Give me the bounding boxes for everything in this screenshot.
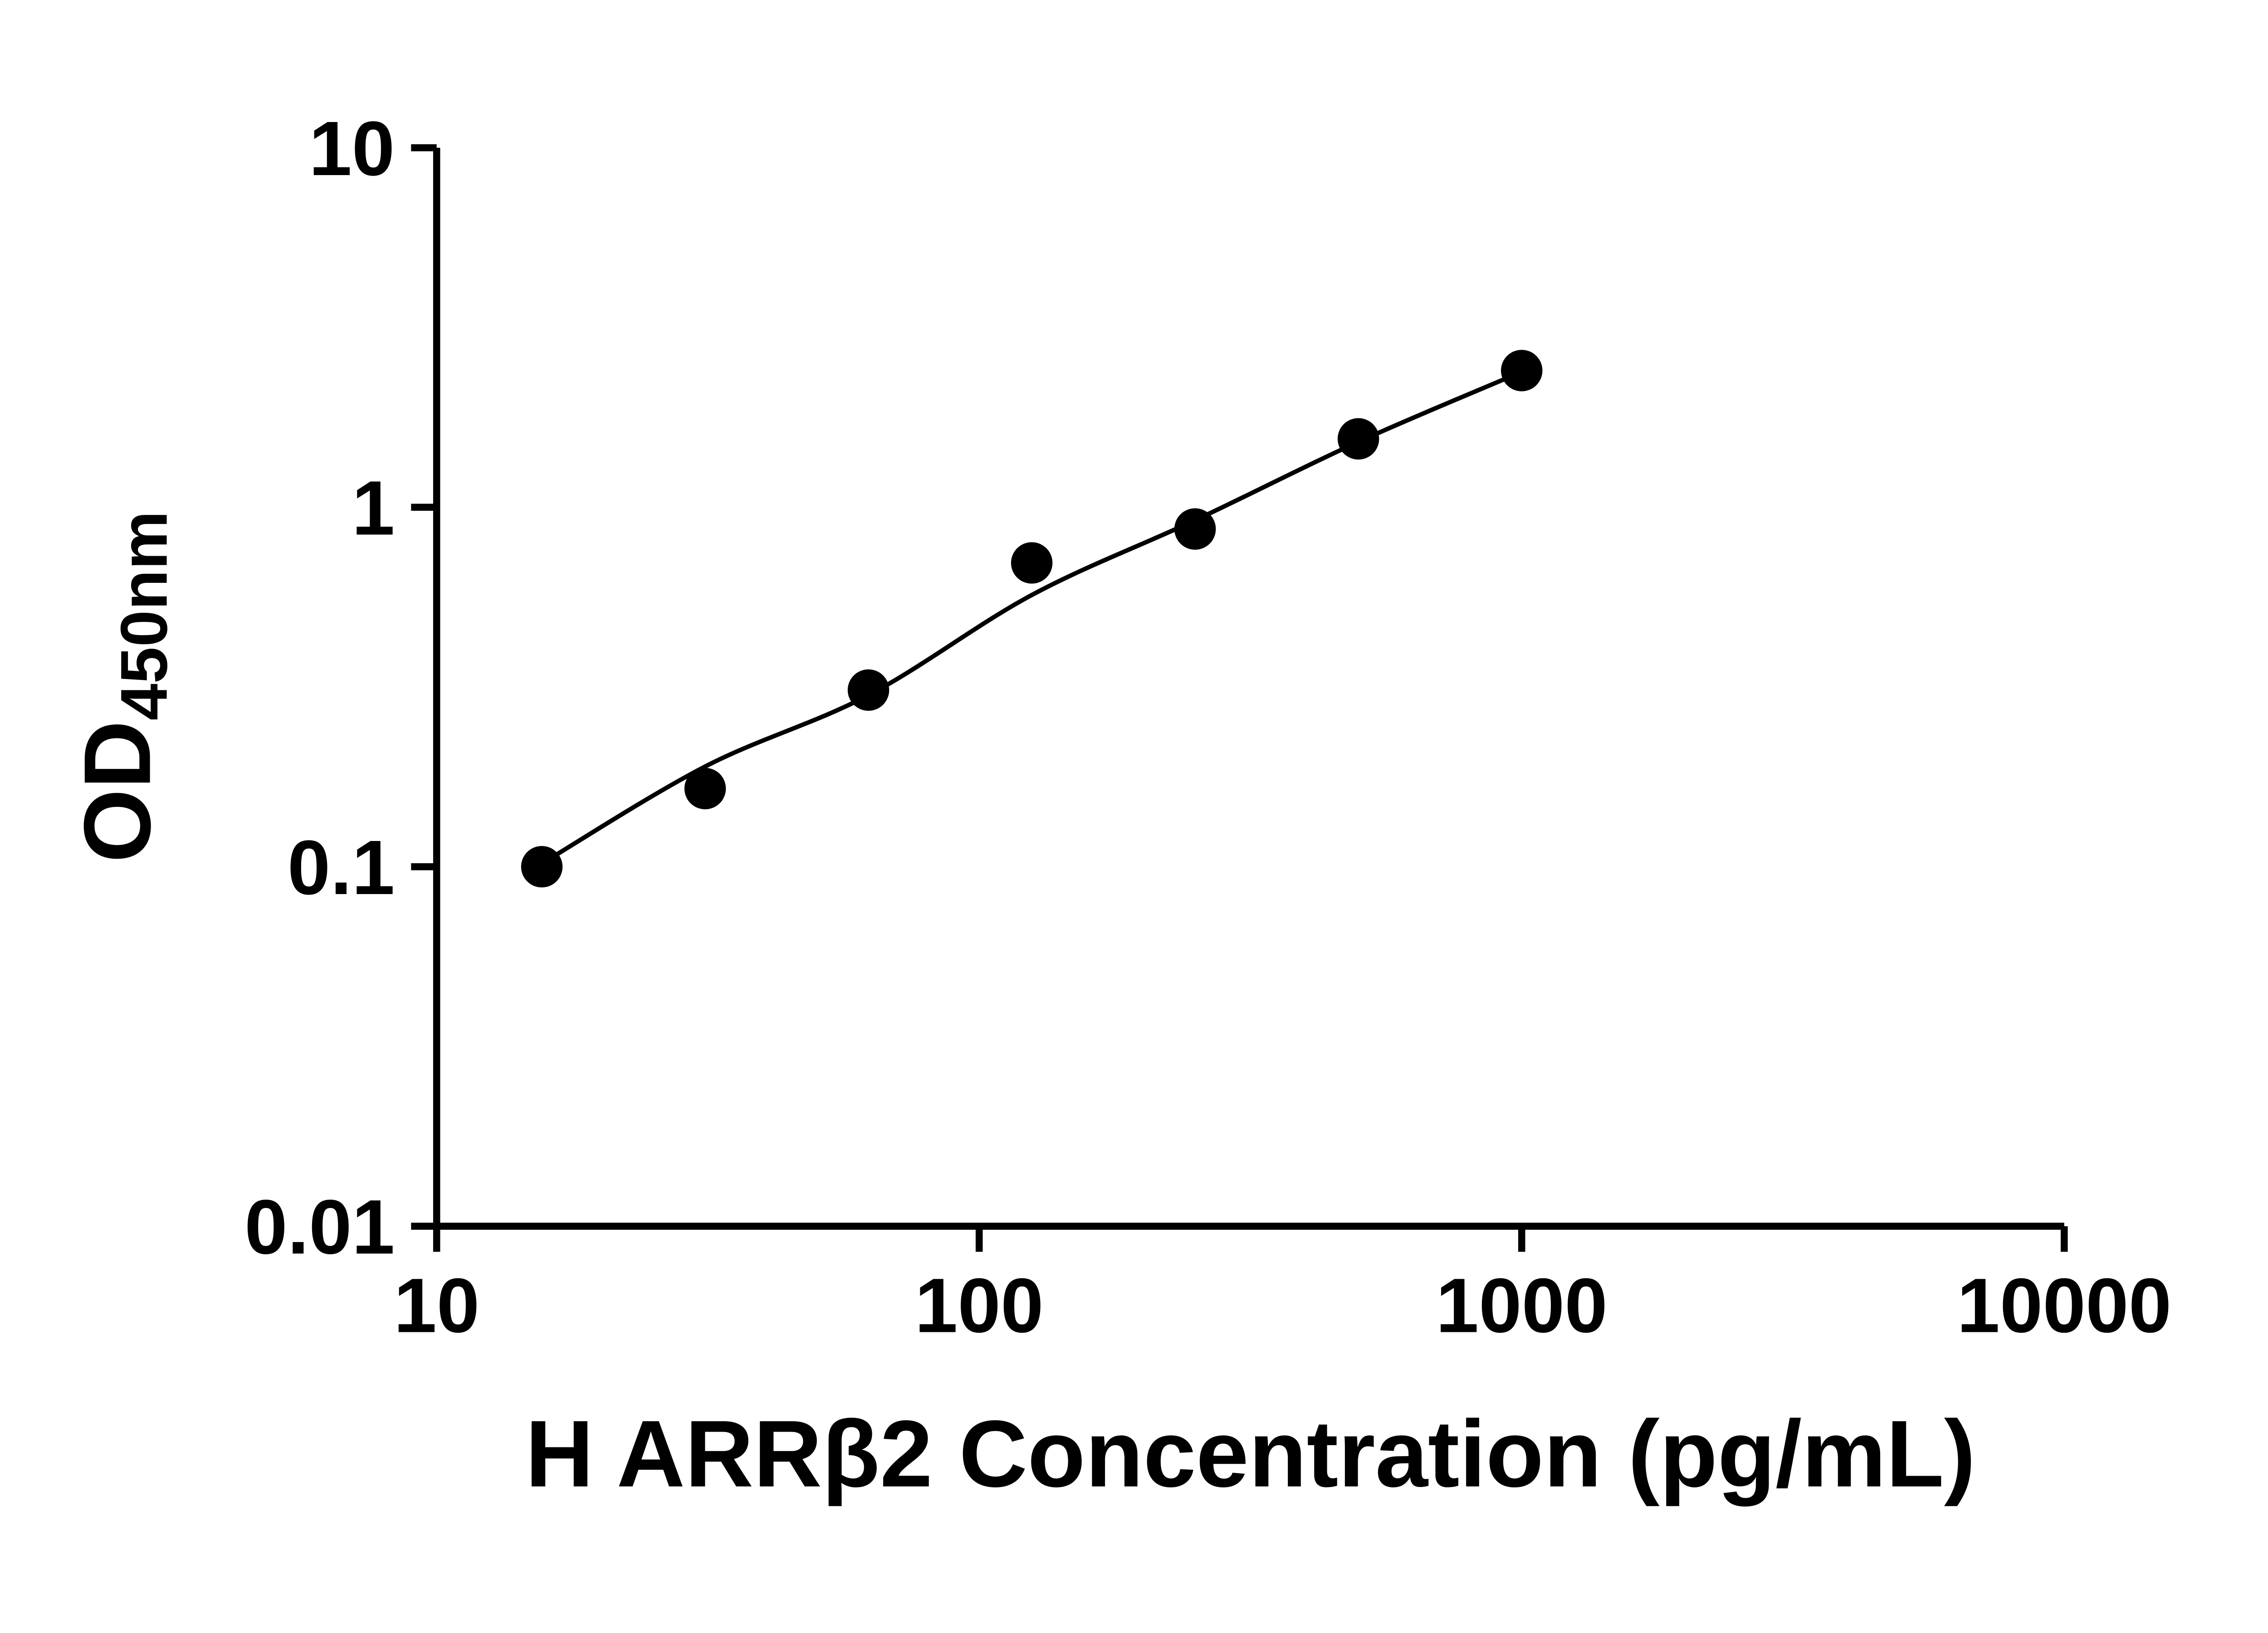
axis-tick-labels: 10 100 1000 10000 0.01 0.1 1 10 [244, 106, 2171, 1349]
y-tick-label: 1 [352, 465, 395, 552]
plot-area [521, 350, 1543, 888]
x-axis-title: H ARRβ2 Concentration (pg/mL) [525, 1401, 1975, 1507]
y-axis-title-main: OD [65, 720, 171, 863]
standard-curve-chart: 10 100 1000 10000 0.01 0.1 1 10 H ARRβ2 Concent… [64, 106, 2172, 1507]
x-tick-label: 1000 [1436, 1263, 1608, 1349]
axis-ticks [411, 144, 2068, 1252]
x-tick-label: 100 [915, 1263, 1044, 1349]
y-tick-label: 0.1 [288, 825, 395, 911]
data-point-marker [521, 846, 563, 888]
y-axis-title: OD450nm [65, 511, 181, 863]
y-tick-label: 10 [309, 106, 395, 192]
data-point-marker [1501, 350, 1543, 391]
axis-spines [433, 147, 2064, 1230]
y-tick-label: 0.01 [244, 1184, 395, 1271]
data-point-marker [684, 768, 726, 810]
x-tick-label: 10000 [1957, 1263, 2171, 1349]
x-tick-label: 10 [394, 1263, 479, 1349]
data-point-marker [1011, 542, 1053, 584]
data-point-marker [847, 669, 890, 711]
y-axis-title-subscript: 450nm [107, 511, 181, 720]
elisa-standard-curve-figure: 10 100 1000 10000 0.01 0.1 1 10 H ARRβ2 Concent… [64, 106, 2172, 1507]
data-point-marker [1174, 508, 1216, 550]
data-point-marker [1337, 418, 1379, 460]
